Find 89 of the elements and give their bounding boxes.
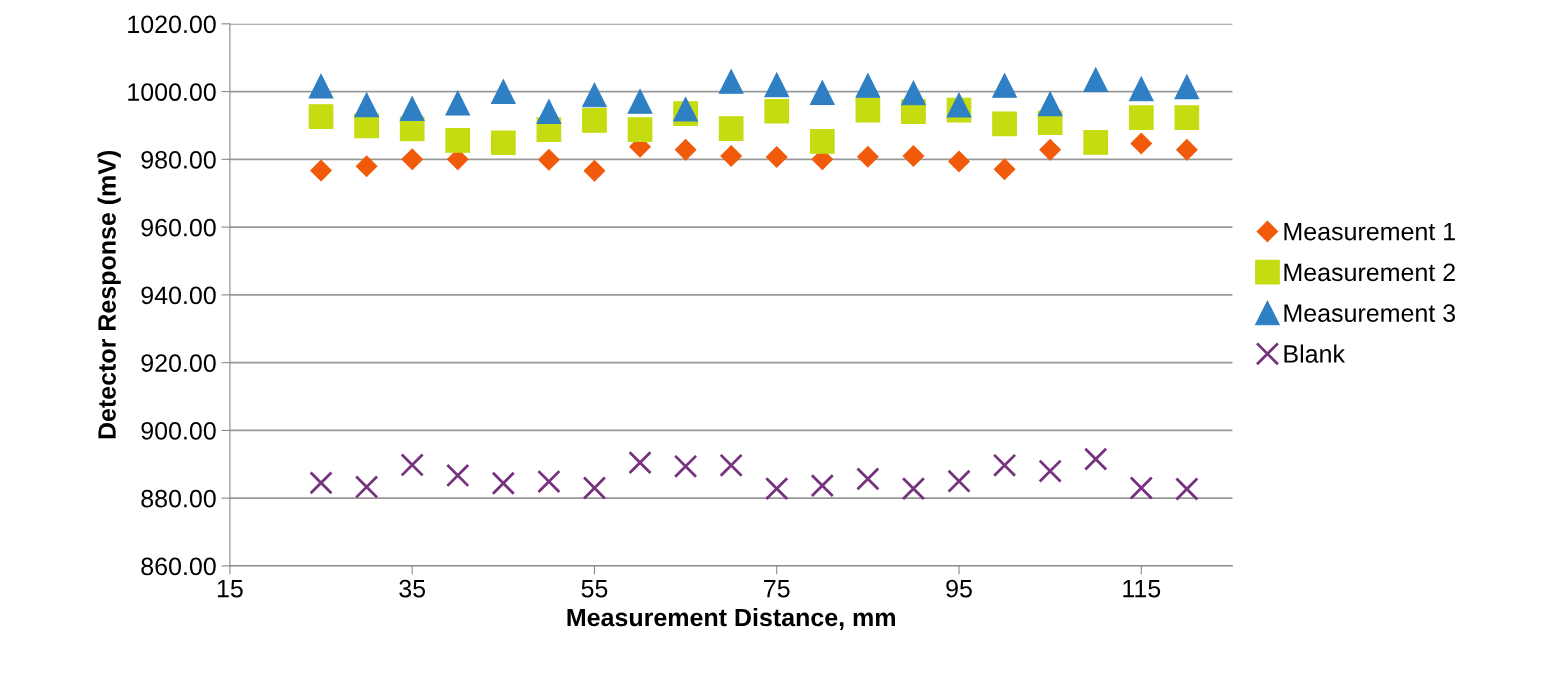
point	[765, 146, 788, 168]
x-tick-label: 55	[581, 580, 608, 598]
point	[582, 108, 607, 133]
point	[309, 471, 333, 495]
x-tick-label: 75	[764, 580, 790, 598]
point	[537, 469, 561, 494]
y-tick-label: 960.00	[141, 218, 216, 237]
point	[308, 73, 334, 99]
point	[538, 148, 560, 171]
point	[673, 96, 698, 122]
y-tick-label: 880.00	[141, 489, 216, 508]
point	[399, 96, 425, 121]
x-axis-title: Measurement Distance, mm	[567, 607, 895, 630]
point	[901, 80, 926, 106]
point	[673, 454, 698, 479]
point	[993, 158, 1016, 180]
legend-label: Blank	[1284, 344, 1345, 363]
point	[1083, 130, 1109, 155]
point	[1128, 76, 1154, 102]
point	[992, 73, 1017, 98]
legend-label: Measurement 2	[1284, 263, 1455, 282]
point	[1038, 459, 1062, 483]
x-tick-label: 15	[217, 580, 243, 598]
point	[809, 80, 835, 105]
point	[445, 463, 470, 488]
point	[445, 90, 471, 116]
y-tick-label: 900.00	[141, 421, 216, 440]
legend-label: Measurement 1	[1284, 222, 1455, 241]
point	[1083, 67, 1109, 93]
legend-label: Measurement 3	[1284, 304, 1456, 322]
point	[308, 104, 334, 130]
point	[902, 145, 925, 167]
y-tick-label: 980.00	[141, 150, 216, 169]
point	[718, 116, 744, 141]
point	[1039, 139, 1061, 161]
point	[718, 69, 744, 94]
x-tick-label: 115	[1123, 580, 1161, 598]
y-tick-label: 860.00	[141, 557, 216, 576]
point	[1129, 476, 1154, 500]
point	[948, 150, 970, 173]
point	[901, 476, 926, 501]
y-tick-label: 920.00	[141, 354, 216, 372]
point	[764, 98, 790, 124]
point	[355, 155, 378, 177]
point	[1174, 74, 1200, 100]
point	[855, 97, 881, 123]
point	[536, 99, 562, 124]
point	[491, 471, 516, 496]
x-tick-label: 35	[399, 579, 426, 598]
point	[445, 128, 471, 153]
point	[583, 160, 606, 182]
point	[856, 467, 880, 491]
point	[490, 79, 516, 104]
point	[354, 475, 379, 499]
point	[947, 469, 971, 494]
y-tick-label: 1000.00	[128, 83, 216, 101]
point	[764, 72, 790, 98]
point	[946, 92, 972, 118]
point	[855, 73, 881, 98]
point	[809, 129, 835, 154]
y-axis-title: Detector Response (mV)	[97, 150, 121, 439]
point	[401, 148, 423, 171]
point	[720, 145, 742, 167]
point	[719, 453, 743, 478]
point	[992, 111, 1017, 137]
x-tick-label: 95	[946, 579, 972, 598]
point	[1083, 447, 1108, 471]
point	[1128, 105, 1154, 131]
point	[857, 145, 879, 168]
point	[628, 450, 652, 475]
point	[674, 139, 697, 161]
point	[764, 476, 789, 501]
point	[310, 159, 332, 182]
point	[992, 453, 1017, 478]
y-tick-label: 1020.00	[128, 15, 216, 34]
point	[1175, 477, 1199, 501]
point	[582, 476, 607, 500]
point	[354, 92, 379, 118]
point	[1174, 105, 1200, 131]
point	[810, 473, 835, 498]
point	[582, 82, 607, 108]
point	[1176, 139, 1198, 161]
point	[627, 89, 653, 114]
point	[1130, 132, 1153, 155]
point	[490, 130, 516, 156]
point	[1037, 91, 1063, 117]
y-tick-label: 940.00	[141, 286, 216, 305]
point	[627, 117, 653, 142]
point	[400, 453, 424, 477]
